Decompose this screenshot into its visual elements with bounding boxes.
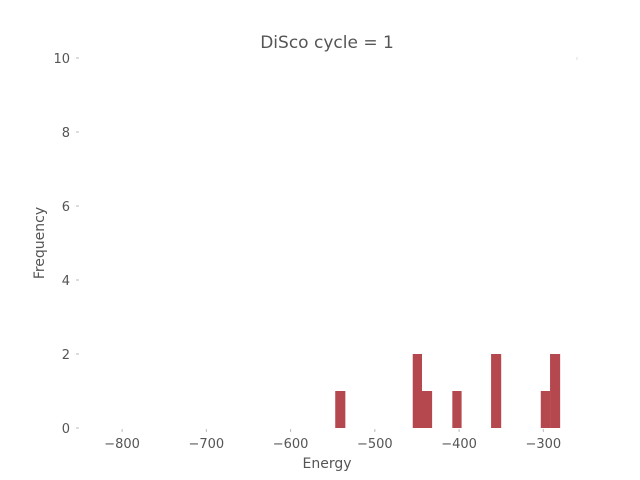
- x-tick-label: −800: [104, 437, 140, 452]
- y-tick-label: 10: [53, 52, 70, 67]
- x-tick-label: −400: [441, 437, 477, 452]
- x-axis: −800 −700 −600 −500 −400 −300: [104, 429, 561, 452]
- y-tick-label: 4: [62, 274, 70, 289]
- y-tick-label: 2: [62, 348, 70, 363]
- y-tick-label: 0: [62, 422, 70, 437]
- x-axis-title: Energy: [302, 456, 351, 472]
- y-tick-label: 6: [62, 200, 70, 215]
- histogram-bar: [550, 354, 561, 428]
- x-tick-label: −500: [357, 437, 393, 452]
- y-axis: 0 2 4 6 8 10: [53, 52, 578, 437]
- histogram-bar: [335, 391, 346, 428]
- histogram-bar: [452, 391, 462, 428]
- y-axis-title: Frequency: [32, 207, 48, 279]
- chart-title: DiSco cycle = 1: [260, 33, 394, 53]
- histogram-bar: [491, 354, 502, 428]
- y-tick-label: 8: [62, 126, 70, 141]
- x-tick-label: −700: [188, 437, 224, 452]
- x-tick-label: −600: [273, 437, 309, 452]
- x-tick-label: −300: [525, 437, 561, 452]
- histogram-bar: [412, 354, 423, 428]
- histogram-bars: [335, 354, 561, 428]
- histogram-bar: [540, 391, 551, 428]
- histogram-bar: [422, 391, 433, 428]
